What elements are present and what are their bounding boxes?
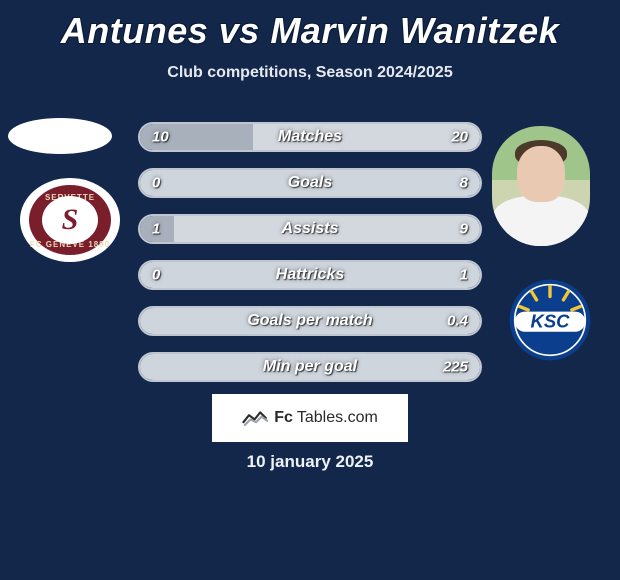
stat-value-right: 1 [460, 267, 468, 284]
stat-label: Min per goal [263, 358, 357, 376]
generation-date: 10 january 2025 [0, 452, 620, 472]
stat-label: Hattricks [276, 266, 344, 284]
watermark-prefix: Fc [274, 409, 293, 427]
stat-value-right: 9 [460, 221, 468, 238]
stat-value-left: 10 [152, 129, 169, 146]
stat-row: 0 Goals 8 [138, 168, 482, 198]
stat-row: Min per goal 225 [138, 352, 482, 382]
stat-value-right: 225 [443, 359, 468, 376]
club-right-crest: KSC [500, 278, 600, 362]
comparison-title: Antunes vs Marvin Wanitzek [0, 0, 620, 52]
stat-row: 10 Matches 20 [138, 122, 482, 152]
stat-value-left: 0 [152, 267, 160, 284]
player-left-avatar [8, 118, 112, 154]
club-left-crest: SERVETTE FC GENÈVE 1890 S [20, 178, 120, 262]
stat-row: Goals per match 0.4 [138, 306, 482, 336]
stat-value-right: 8 [460, 175, 468, 192]
watermark-icon [242, 408, 270, 428]
player-right-avatar [492, 126, 590, 246]
stat-label: Assists [282, 220, 339, 238]
stat-row: 1 Assists 9 [138, 214, 482, 244]
stat-value-right: 0.4 [447, 313, 468, 330]
watermark-badge: FcTables.com [212, 394, 408, 442]
club-right-abbrev: KSC [531, 311, 571, 332]
stat-label: Goals [288, 174, 332, 192]
stat-row: 0 Hattricks 1 [138, 260, 482, 290]
stat-value-right: 20 [451, 129, 468, 146]
stat-value-left: 1 [152, 221, 160, 238]
comparison-subtitle: Club competitions, Season 2024/2025 [0, 64, 620, 82]
stats-bars: 10 Matches 20 0 Goals 8 1 Assists 9 0 Hattricks 1 Go… [138, 122, 482, 398]
watermark-suffix: Tables.com [297, 409, 378, 427]
stat-label: Matches [278, 128, 342, 146]
club-left-letter: S [62, 203, 79, 237]
stat-label: Goals per match [247, 312, 372, 330]
stat-value-left: 0 [152, 175, 160, 192]
